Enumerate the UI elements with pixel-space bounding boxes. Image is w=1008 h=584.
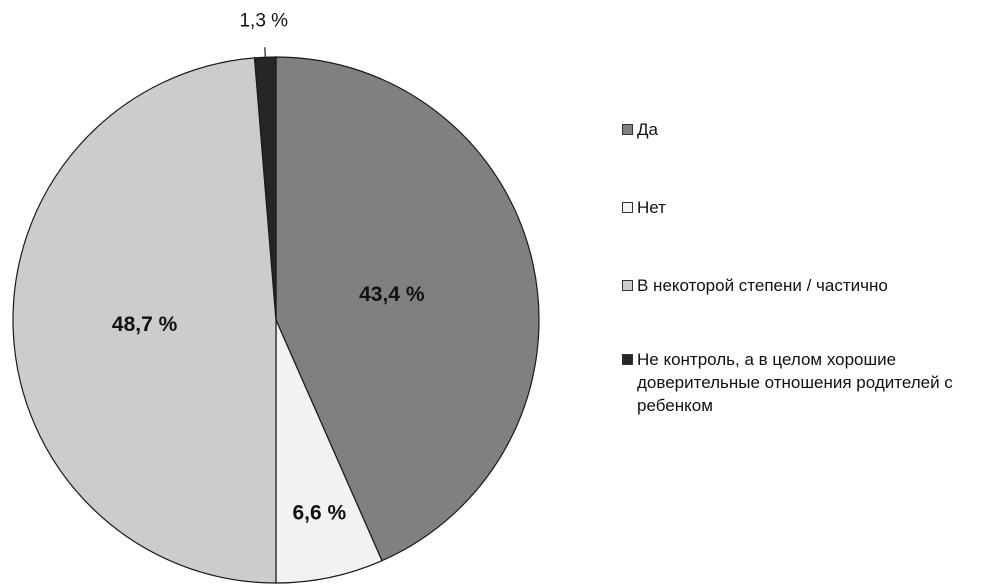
legend-label: Не контроль, а в целом хорошие доверител… — [637, 350, 953, 415]
legend-label: Нет — [637, 198, 666, 217]
legend-label: В некоторой степени / частично — [637, 276, 888, 295]
legend-label: Да — [637, 120, 658, 139]
legend-swatch — [622, 124, 633, 135]
slice-value-label-4: 1,3 % — [239, 10, 288, 31]
legend-item-3: В некоторой степени / частично — [622, 274, 977, 297]
legend-swatch — [622, 202, 633, 213]
pie-slice-2 — [275, 319, 383, 584]
legend-swatch — [622, 354, 633, 365]
pie-slice-4 — [253, 56, 277, 321]
slice-value-label-2: 6,6 % — [292, 501, 346, 524]
slice-value-label-3: 48,7 % — [112, 313, 178, 336]
legend-item-2: Нет — [622, 196, 977, 219]
pie-slice-1 — [275, 56, 540, 562]
legend-item-4: Не контроль, а в целом хорошие доверител… — [622, 348, 977, 417]
slice-value-label-1: 43,4 % — [359, 283, 425, 306]
legend-swatch — [622, 280, 633, 291]
pie-slice-3 — [12, 57, 277, 584]
legend-item-1: Да — [622, 118, 977, 141]
